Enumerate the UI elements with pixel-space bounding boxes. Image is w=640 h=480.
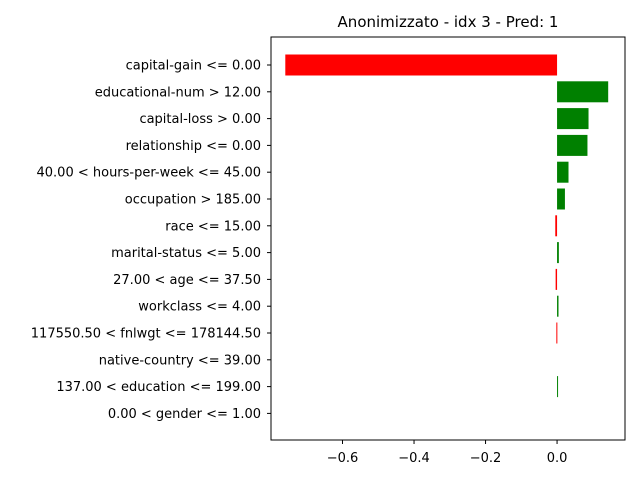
- bar-8: [555, 268, 558, 290]
- y-tick-label-6: race <= 15.00: [165, 219, 261, 234]
- y-tick-label-8: 27.00 < age <= 37.50: [113, 273, 261, 288]
- y-tick-label-4: 40.00 < hours-per-week <= 45.00: [37, 166, 262, 181]
- x-tick-label-3: 0.0: [547, 451, 568, 466]
- x-tick-label-2: −0.2: [470, 451, 502, 466]
- y-tick-label-0: capital-gain <= 0.00: [126, 59, 261, 74]
- bar-6: [555, 215, 558, 237]
- chart-title: Anonimizzato - idx 3 - Pred: 1: [338, 13, 559, 31]
- bar-12: [557, 376, 559, 398]
- bars-group: [285, 54, 609, 398]
- y-tick-label-13: 0.00 < gender <= 1.00: [108, 407, 261, 422]
- y-tick-labels: capital-gain <= 0.00 educational-num > 12…: [31, 59, 271, 422]
- y-tick-label-12: 137.00 < education <= 199.00: [56, 380, 261, 395]
- y-tick-label-7: marital-status <= 5.00: [111, 246, 261, 261]
- y-tick-label-9: workclass <= 4.00: [138, 300, 261, 315]
- y-tick-label-11: native-country <= 39.00: [99, 353, 261, 368]
- bar-4: [557, 161, 569, 183]
- axes-frame: [270, 36, 626, 441]
- bar-7: [557, 242, 559, 264]
- bar-5: [557, 188, 565, 210]
- y-tick-label-1: educational-num > 12.00: [95, 85, 261, 100]
- bar-2: [557, 108, 589, 130]
- x-tick-label-0: −0.6: [327, 451, 359, 466]
- x-tick-label-1: −0.4: [398, 451, 430, 466]
- bar-9: [557, 295, 559, 317]
- bar-0: [285, 54, 558, 76]
- x-tick-labels: −0.6 −0.4 −0.2 0.0: [327, 440, 568, 466]
- bar-1: [557, 81, 609, 103]
- bar-3: [557, 134, 588, 156]
- y-tick-label-5: occupation > 185.00: [125, 193, 261, 208]
- y-tick-label-10: 117550.50 < fnlwgt <= 178144.50: [31, 327, 261, 342]
- y-tick-label-2: capital-loss > 0.00: [139, 112, 261, 127]
- y-tick-label-3: relationship <= 0.00: [126, 139, 261, 154]
- bar-10: [556, 322, 558, 344]
